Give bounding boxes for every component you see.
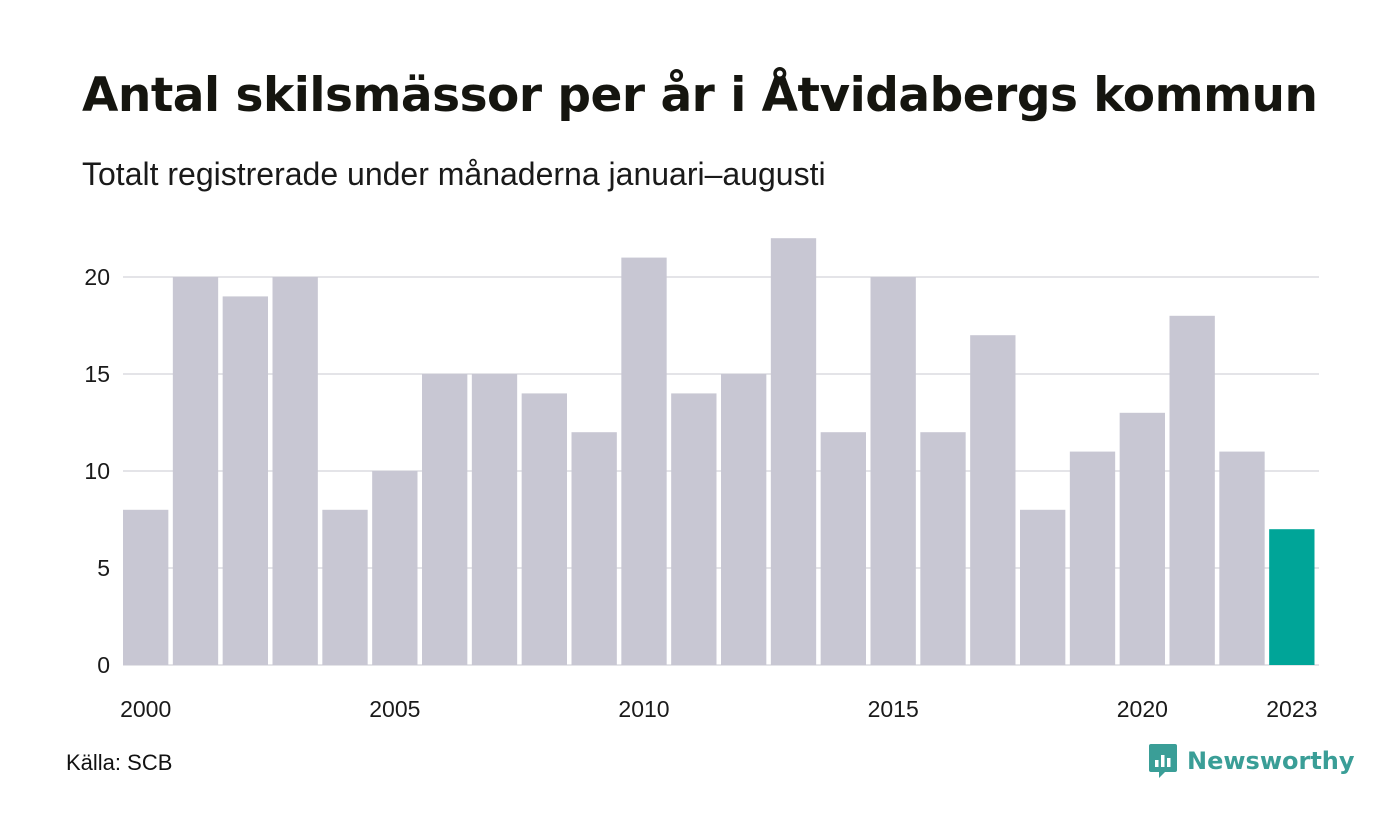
bar-2009: [571, 432, 617, 665]
x-tick-label: 2005: [369, 696, 420, 722]
x-tick-label: 2020: [1117, 696, 1168, 722]
y-tick-label: 0: [97, 652, 110, 678]
y-tick-label: 20: [84, 264, 110, 290]
bar-2003: [272, 277, 318, 665]
y-tick-label: 15: [84, 361, 110, 387]
bars: [123, 238, 1315, 665]
chart-title: Antal skilsmässor per år i Åtvidabergs k…: [82, 68, 1318, 123]
bar-2017: [970, 335, 1016, 665]
bar-2013: [770, 238, 817, 665]
x-tick-label: 2015: [868, 696, 919, 722]
bar-2011: [671, 393, 717, 665]
x-tick-label: 2023: [1266, 696, 1317, 722]
newsworthy-logo-icon: [1149, 744, 1177, 778]
x-tick-label: 2010: [618, 696, 669, 722]
x-axis-ticks: 2000 2005 2010 2015 2020 2023: [120, 696, 1317, 722]
chart-subtitle: Totalt registrerade under månaderna janu…: [82, 156, 826, 192]
bar-2004: [322, 509, 368, 665]
y-tick-label: 5: [97, 555, 110, 581]
bar-2023: [1269, 529, 1315, 665]
bar-2007: [471, 374, 518, 665]
bar-2001: [172, 277, 219, 665]
bar-2015: [870, 277, 916, 665]
bar-2016: [920, 432, 966, 665]
x-tick-label: 2000: [120, 696, 171, 722]
bar-2010: [621, 257, 667, 665]
bar-2006: [422, 374, 468, 665]
bar-2022: [1219, 451, 1265, 665]
newsworthy-brand: Newsworthy: [1148, 743, 1355, 779]
bar-2008: [521, 393, 567, 665]
brand-name: Newsworthy: [1187, 747, 1355, 775]
bar-2000: [123, 509, 169, 665]
bar-2020: [1119, 412, 1165, 665]
bar-2021: [1169, 315, 1215, 665]
bar-2019: [1069, 451, 1116, 665]
y-tick-label: 10: [84, 458, 110, 484]
bar-2012: [721, 374, 767, 665]
source-note: Källa: SCB: [66, 750, 173, 775]
y-axis-ticks: 0 5 10 15 20: [84, 264, 110, 678]
bar-2018: [1020, 509, 1066, 665]
bar-2014: [820, 432, 866, 665]
bar-2005: [372, 471, 418, 665]
bar-2002: [222, 296, 268, 665]
